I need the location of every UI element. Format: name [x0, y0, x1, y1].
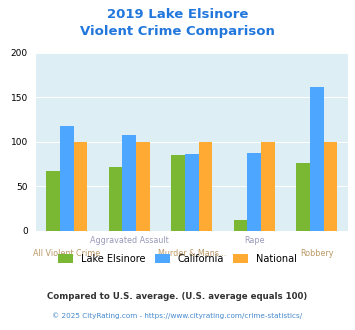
Text: Violent Crime Comparison: Violent Crime Comparison [80, 25, 275, 38]
Text: Rape: Rape [244, 236, 264, 245]
Text: 2019 Lake Elsinore: 2019 Lake Elsinore [107, 8, 248, 21]
Text: © 2025 CityRating.com - https://www.cityrating.com/crime-statistics/: © 2025 CityRating.com - https://www.city… [53, 312, 302, 318]
Bar [136, 142, 150, 231]
Bar [171, 155, 185, 231]
Bar [60, 126, 73, 231]
Bar [198, 142, 212, 231]
Bar [323, 142, 337, 231]
Bar [122, 135, 136, 231]
Bar [296, 163, 310, 231]
Bar [109, 167, 122, 231]
Text: All Violent Crime: All Violent Crime [33, 249, 100, 258]
Legend: Lake Elsinore, California, National: Lake Elsinore, California, National [54, 249, 301, 267]
Bar [46, 171, 60, 231]
Text: Compared to U.S. average. (U.S. average equals 100): Compared to U.S. average. (U.S. average … [47, 292, 308, 301]
Bar [310, 87, 323, 231]
Text: Aggravated Assault: Aggravated Assault [90, 236, 169, 245]
Text: Murder & Mans...: Murder & Mans... [158, 249, 226, 258]
Bar [247, 152, 261, 231]
Bar [234, 220, 247, 231]
Bar [73, 142, 87, 231]
Text: Robbery: Robbery [300, 249, 333, 258]
Bar [185, 154, 198, 231]
Bar [261, 142, 275, 231]
